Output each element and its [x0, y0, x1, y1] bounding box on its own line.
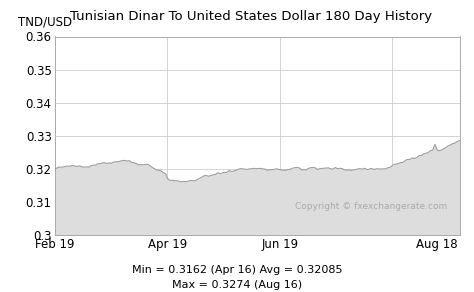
Text: Min = 0.3162 (Apr 16) Avg = 0.32085: Min = 0.3162 (Apr 16) Avg = 0.32085	[132, 265, 342, 275]
Text: Max = 0.3274 (Aug 16): Max = 0.3274 (Aug 16)	[172, 280, 302, 290]
Text: Copyright © fxexchangerate.com: Copyright © fxexchangerate.com	[295, 202, 447, 211]
Text: TND/USD: TND/USD	[18, 15, 72, 29]
Text: Tunisian Dinar To United States Dollar 180 Day History: Tunisian Dinar To United States Dollar 1…	[70, 10, 432, 23]
